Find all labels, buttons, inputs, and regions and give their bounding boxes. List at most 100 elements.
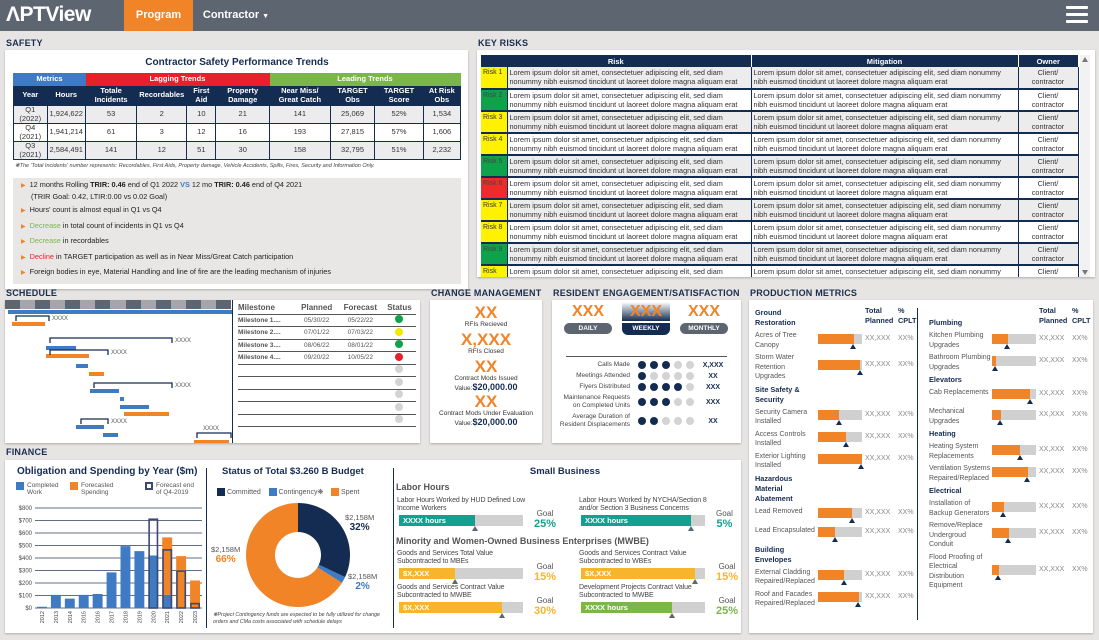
donut-slice-spent[interactable] xyxy=(246,503,342,607)
risk-row[interactable]: Risk Lorem ipsum dolor sit amet, consecte… xyxy=(481,265,1079,277)
gantt-bar[interactable] xyxy=(120,405,149,409)
progress-fill xyxy=(818,432,847,442)
x-tick-label: 2019 xyxy=(137,611,143,623)
gantt-bar[interactable] xyxy=(194,440,229,443)
tab-contractor[interactable]: Contractor ▼ xyxy=(200,0,272,31)
col-risk: Risk xyxy=(481,55,752,67)
gantt-bar[interactable] xyxy=(103,433,118,437)
bar-completed-2021[interactable] xyxy=(162,594,173,608)
column-divider xyxy=(917,308,918,620)
hamburger-menu-icon[interactable] xyxy=(1066,6,1088,24)
gantt-bar[interactable] xyxy=(12,322,45,326)
bar-forecasted-2023[interactable] xyxy=(190,580,200,609)
gantt-bar[interactable] xyxy=(46,346,76,350)
bar-forecast-q4-2019-2023[interactable] xyxy=(190,602,200,609)
bar-forecasted-2022[interactable] xyxy=(176,556,187,608)
bar-completed-2014[interactable] xyxy=(64,598,75,608)
milestone-row[interactable] xyxy=(238,402,416,414)
gantt-bar[interactable] xyxy=(8,310,233,314)
bar-completed-2016[interactable] xyxy=(92,594,103,608)
gantt-bar[interactable] xyxy=(90,389,119,393)
bar-completed-2019[interactable] xyxy=(134,551,145,608)
production-column-header: Plumbing Total Planned% CPLT xyxy=(929,306,1091,328)
bar-forecast-q4-2019-2022[interactable] xyxy=(176,570,187,609)
divider xyxy=(566,356,727,357)
period-monthly-button[interactable]: MONTHLY xyxy=(680,323,728,334)
risks-scrollbar[interactable] xyxy=(1080,55,1090,277)
goal-value: 25% xyxy=(716,605,739,617)
production-progress-bar xyxy=(992,355,1036,366)
gantt-bar[interactable] xyxy=(124,412,169,416)
progress-fill: $X,XXX xyxy=(399,602,502,613)
risk-row[interactable]: Risk 4 Lorem ipsum dolor sit amet, consec… xyxy=(481,133,1079,156)
gantt-bar[interactable] xyxy=(46,354,89,358)
bar-forecasted-2021[interactable] xyxy=(162,537,173,595)
safety-row: Q1 (2022) 1,924,622 53 2 10 21 141 25,069 52% 1,5… xyxy=(13,105,462,124)
period-weekly-button[interactable]: WEEKLY xyxy=(622,323,670,335)
risk-row[interactable]: Risk 7 Lorem ipsum dolor sit amet, consec… xyxy=(481,199,1079,222)
timeline-period xyxy=(170,300,186,309)
risk-row[interactable]: Risk 9 Lorem ipsum dolor sit amet, consec… xyxy=(481,243,1079,266)
milestone-status xyxy=(383,389,416,402)
risk-row[interactable]: Risk 8 Lorem ipsum dolor sit amet, consec… xyxy=(481,221,1079,244)
risk-mitigation: Lorem ipsum dolor sit amet, consectetuer… xyxy=(751,265,1019,277)
scroll-down-icon[interactable] xyxy=(1082,270,1088,275)
risk-row[interactable]: Risk 3 Lorem ipsum dolor sit amet, consec… xyxy=(481,111,1079,134)
risk-row[interactable]: Risk 1 Lorem ipsum dolor sit amet, consec… xyxy=(481,67,1079,90)
scroll-up-icon[interactable] xyxy=(1082,57,1088,62)
x-tick-label: 2018 xyxy=(123,611,129,623)
gantt-bar[interactable] xyxy=(76,364,88,368)
aptview-logo[interactable]: ΛPTView xyxy=(6,3,91,27)
production-metric-row: External Cladding Repaired/Replaced XX,XX… xyxy=(755,568,920,587)
period-daily-button[interactable]: DAILY xyxy=(564,323,612,334)
gantt-bar[interactable] xyxy=(120,397,124,401)
bar-completed-2012[interactable] xyxy=(37,606,47,608)
bar-forecast-q4-2019-2021[interactable] xyxy=(162,549,173,609)
milestone-row[interactable]: Milestone 4.... 09/20/22 10/05/22 xyxy=(238,352,416,364)
rating-dot-icon xyxy=(686,417,694,425)
progress-fill xyxy=(992,466,1029,477)
milestone-row[interactable] xyxy=(238,389,416,402)
milestone-row[interactable] xyxy=(238,364,416,377)
bar-completed-2020[interactable] xyxy=(148,555,159,609)
milestone-name: Milestone 3.... xyxy=(238,341,281,349)
goal-indicator: Goal 30% xyxy=(534,596,556,617)
resident-section-title: RESIDENT ENGAGEMENT/SATISFACTION xyxy=(553,288,740,298)
timeline-period xyxy=(200,300,216,309)
production-progress-bar xyxy=(992,333,1036,344)
timeline-period xyxy=(215,300,232,309)
milestone-row[interactable]: Milestone 3.... 08/06/22 08/01/22 xyxy=(238,339,416,352)
milestone-status xyxy=(383,314,416,327)
bar-forecast-q4-2019-2020[interactable] xyxy=(148,518,159,609)
bar-completed-2013[interactable] xyxy=(50,594,61,608)
milestone-row[interactable]: Milestone 1.... 05/30/22 05/22/22 xyxy=(238,314,416,327)
safety-cell: 12 xyxy=(186,123,217,142)
bar-completed-2015[interactable] xyxy=(78,594,89,608)
engagement-metric-value: XX xyxy=(708,372,718,380)
milestone-row[interactable] xyxy=(238,414,416,427)
risk-id: Risk 8 xyxy=(481,221,508,244)
milestone-planned: 09/20/22 xyxy=(304,354,330,362)
production-pct-complete: XX% xyxy=(1072,565,1088,573)
production-section-header: Heating xyxy=(929,429,956,438)
target-marker-icon xyxy=(856,370,863,376)
bar-completed-2018[interactable] xyxy=(120,546,131,608)
target-marker-icon xyxy=(858,464,865,469)
bar-completed-2017[interactable] xyxy=(106,572,117,608)
gantt-bar[interactable] xyxy=(89,372,104,376)
risk-owner: Client/ contractor xyxy=(1018,221,1079,244)
tab-program[interactable]: Program xyxy=(124,0,193,31)
production-section-header: Site Safety & Security xyxy=(755,384,800,404)
milestone-row[interactable] xyxy=(238,377,416,389)
gantt-bar[interactable] xyxy=(76,425,104,429)
safety-table: Metrics Lagging Trends Leading Trends Year… xyxy=(13,73,462,160)
risk-row[interactable]: Risk 2 Lorem ipsum dolor sit amet, consec… xyxy=(481,89,1079,112)
target-marker-icon xyxy=(668,613,675,618)
donut-slice-committed[interactable] xyxy=(298,503,350,578)
milestone-status xyxy=(383,339,416,352)
donut-slice-contingency[interactable] xyxy=(317,564,346,583)
risk-row[interactable]: Risk 6 Lorem ipsum dolor sit amet, consec… xyxy=(481,177,1079,200)
risk-row[interactable]: Risk 5 Lorem ipsum dolor sit amet, consec… xyxy=(481,155,1079,178)
production-metric-row: Cab Replacements XX,XXX XX% xyxy=(929,388,1094,404)
milestone-row[interactable]: Milestone 2.... 07/01/22 07/03/22 xyxy=(238,327,416,339)
